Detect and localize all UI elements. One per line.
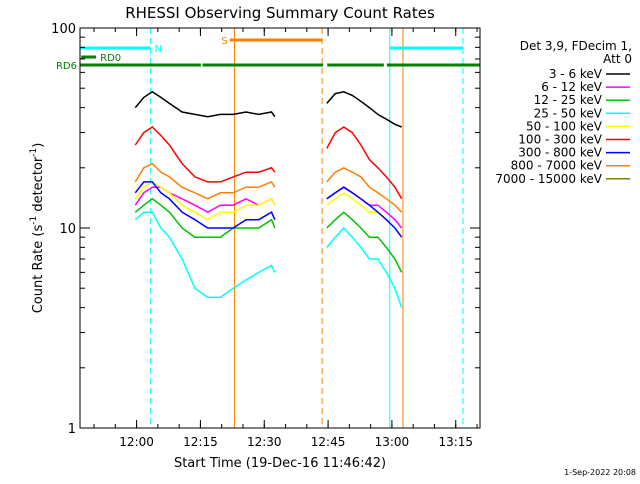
chart-title: RHESSI Observing Summary Count Rates [125,4,435,22]
legend-label-0: 3 - 6 keV [549,67,603,81]
y-axis-label-main: Count Rate (s [31,225,46,314]
series-line-6-0 [134,181,276,229]
series-line-7-0 [134,162,276,200]
y-tick-label-2: 100 [51,22,76,37]
series-line-6-1 [326,186,403,238]
y-tick-label-0: 1 [68,422,76,437]
x-axis: 12:00 12:15 12:30 12:45 13:00 13:15 [93,28,478,449]
y-axis: 1 10 100 [51,22,480,437]
legend-label-7: 800 - 7000 keV [511,159,603,173]
legend-label-1: 6 - 12 keV [541,80,603,94]
x-axis-label: Start Time (19-Dec-16 11:46:42) [174,456,386,471]
legend-label-6: 300 - 800 keV [518,146,602,160]
flag-label-s: S [221,36,227,47]
series-line-1-0 [134,186,276,214]
y-axis-label-mid: detector [31,156,46,216]
y-axis-label: Count Rate (s-1 detector-1) [29,143,46,314]
legend-label-2: 12 - 25 keV [534,93,603,107]
series-layer [134,90,403,308]
flag-label-rd6: RD6 [56,61,77,72]
series-line-3-0 [134,211,276,299]
legend-label-8: 7000 - 15000 keV [495,172,602,186]
series-line-0-0 [134,90,276,118]
y-axis-label-sup1: -1 [29,216,39,225]
legend-label-3: 25 - 50 keV [534,106,603,120]
footer-timestamp: 1-Sep-2022 20:08 [564,468,636,477]
legend-header-line2: Att 0 [603,52,632,66]
legend-label-5: 100 - 300 keV [518,133,602,147]
series-line-5-0 [134,126,276,183]
y-axis-label-sup2: -1 [29,148,39,157]
x-tick-label-2: 12:30 [247,435,282,449]
x-tick-label-4: 13:00 [375,435,410,449]
series-line-2-1 [326,211,403,273]
series-line-2-0 [134,197,276,238]
x-tick-label-0: 12:00 [119,435,154,449]
flag-label-rd0: RD0 [100,53,121,64]
flag-bar-layer: N S RD0 RD6 [56,36,480,72]
x-tick-label-5: 13:15 [438,435,473,449]
series-line-3-1 [326,226,403,308]
series-line-0-1 [326,91,402,128]
series-line-7-1 [326,166,403,213]
x-tick-label-1: 12:15 [183,435,218,449]
flag-label-n: N [155,44,162,55]
y-tick-label-1: 10 [59,222,76,237]
legend-header-line1: Det 3,9, FDecim 1, [520,39,632,53]
legend-label-4: 50 - 100 keV [526,119,603,133]
y-axis-label-end: ) [31,143,46,148]
series-line-5-1 [326,126,403,200]
x-tick-label-3: 12:45 [311,435,346,449]
